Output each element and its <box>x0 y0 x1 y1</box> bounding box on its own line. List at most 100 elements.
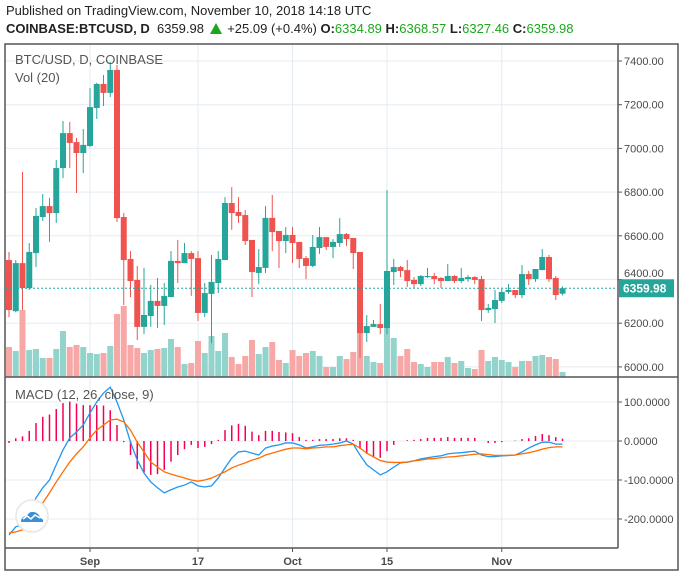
volume-bar <box>289 350 296 377</box>
candle <box>174 239 181 283</box>
candle <box>485 303 492 313</box>
candle <box>12 260 19 313</box>
candle <box>282 227 289 254</box>
high-label: H: <box>385 21 400 36</box>
candle <box>73 137 80 193</box>
volume-bar <box>228 357 235 377</box>
volume-legend[interactable]: Vol (20) <box>15 70 60 85</box>
macd-tick-label: 100.0000 <box>624 397 670 409</box>
volume-bar <box>451 363 458 377</box>
candle <box>552 276 559 301</box>
open-value: 6334.89 <box>334 21 382 36</box>
candle <box>195 251 201 322</box>
volume-bar <box>485 361 492 377</box>
volume-bar <box>411 362 417 377</box>
volume-bar <box>296 356 303 377</box>
close-value: 6359.98 <box>526 21 574 36</box>
candle <box>417 275 424 287</box>
candle <box>296 241 303 268</box>
volume-bar <box>546 357 552 377</box>
candle <box>397 265 404 278</box>
volume-bar <box>120 306 127 377</box>
macd-tick-label: -100.0000 <box>624 475 674 487</box>
volume-bar <box>552 359 559 377</box>
candle <box>262 206 269 273</box>
volume-bar <box>33 349 39 377</box>
candle <box>363 315 370 342</box>
price-tick-label: 6400.00 <box>624 268 664 280</box>
candle <box>222 197 228 261</box>
candle <box>215 251 222 294</box>
symbol-label: COINBASE:BTCUSD, D <box>6 21 150 36</box>
date-tick-label: 17 <box>192 556 204 568</box>
published-line: Published on TradingView.com, November 1… <box>6 3 372 18</box>
low-label: L: <box>449 21 463 36</box>
candle <box>161 282 168 325</box>
volume-bar <box>559 372 566 377</box>
candle <box>201 282 208 318</box>
candle <box>289 227 296 264</box>
macd-lines <box>8 386 563 536</box>
volume-bar <box>141 353 147 377</box>
main-legend[interactable]: BTC/USD, D, COINBASE <box>15 52 164 67</box>
volume-bar <box>525 361 532 377</box>
volume-bar <box>60 331 66 377</box>
candle <box>336 218 343 247</box>
volume-bar <box>195 341 201 377</box>
price-tick-label: 6200.00 <box>624 318 664 330</box>
volume-bar <box>471 369 478 377</box>
volume-bar <box>114 314 120 377</box>
candle <box>147 284 154 327</box>
volume-bar <box>370 362 377 377</box>
price-tick-label: 7000.00 <box>624 143 664 155</box>
candle <box>498 288 505 304</box>
volume-bar <box>519 361 525 377</box>
volume-bar <box>53 349 60 377</box>
volume-bar <box>424 367 431 377</box>
candle <box>19 171 26 311</box>
candle <box>303 256 309 280</box>
candle <box>208 255 215 344</box>
volume-bar <box>168 339 174 377</box>
volume-bar <box>282 363 289 377</box>
macd-legend[interactable]: MACD (12, 26, close, 9) <box>15 387 154 402</box>
candle <box>228 187 235 230</box>
open-label: O: <box>320 21 335 36</box>
tradingview-logo[interactable] <box>15 499 49 533</box>
candle <box>539 249 546 271</box>
volume-bar <box>222 333 228 377</box>
candle <box>276 230 282 268</box>
last-price-badge <box>619 279 674 298</box>
volume-bar <box>350 352 357 377</box>
candle <box>519 265 525 299</box>
candle <box>478 276 485 322</box>
price-tick-label: 6000.00 <box>624 362 664 374</box>
candle <box>168 251 174 297</box>
candle <box>87 88 93 148</box>
volume-bar <box>39 358 46 377</box>
volume-bar <box>262 347 269 377</box>
candle <box>242 210 249 245</box>
macd-tick-label: -200.0000 <box>624 514 674 526</box>
volume-bar <box>384 295 390 377</box>
volume-bar <box>255 354 262 377</box>
volume-bar <box>134 348 141 377</box>
volume-bar <box>363 356 370 377</box>
volume-bar <box>498 360 505 377</box>
volume-bar <box>215 351 222 377</box>
price-tick-label: 6800.00 <box>624 187 664 199</box>
volume-bar <box>12 351 19 377</box>
candle <box>370 319 377 327</box>
candle <box>377 303 384 335</box>
candle <box>33 208 39 268</box>
volume-bar <box>107 346 114 377</box>
volume-bar <box>512 367 519 377</box>
candle <box>60 121 66 179</box>
grid-lines <box>5 44 618 548</box>
volume-bar <box>438 362 444 377</box>
signal-line <box>8 418 563 534</box>
volume-bar <box>46 358 53 377</box>
volume-bar <box>539 355 546 377</box>
volume-bar <box>93 354 100 377</box>
